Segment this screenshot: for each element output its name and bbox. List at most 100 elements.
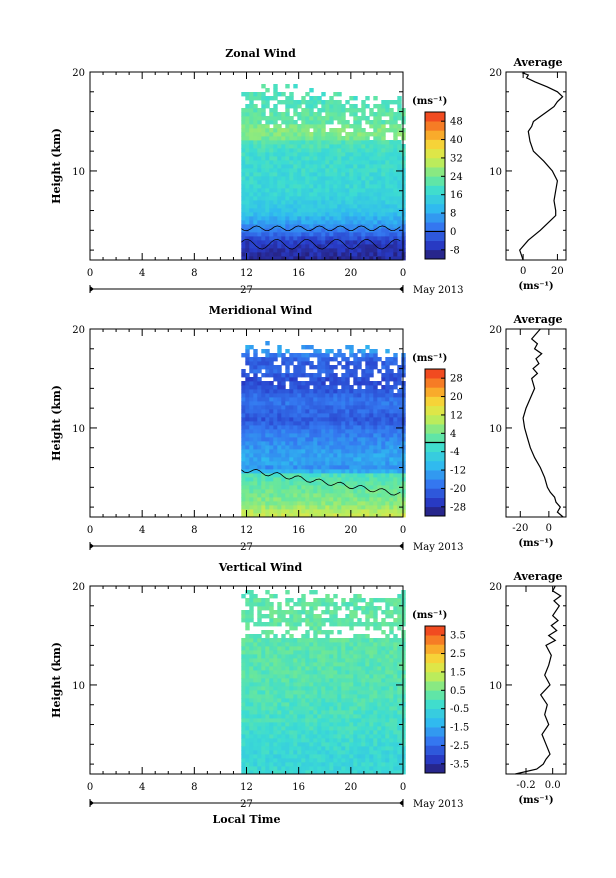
heatmap-cell <box>289 128 293 132</box>
heatmap-cell <box>333 602 337 606</box>
heatmap-cell <box>249 457 253 461</box>
heatmap-cell <box>369 373 373 377</box>
heatmap-cell <box>353 116 357 120</box>
heatmap-cell <box>269 485 273 489</box>
heatmap-cell <box>361 445 365 449</box>
heatmap-cell <box>293 678 297 682</box>
heatmap-cell <box>289 140 293 144</box>
heatmap-cell <box>305 497 309 501</box>
heatmap-cell <box>285 734 289 738</box>
heatmap-cell <box>337 180 341 184</box>
heatmap-cell <box>337 433 341 437</box>
heatmap-cell <box>281 453 285 457</box>
colorbar-band <box>425 470 445 479</box>
heatmap-cell <box>361 425 365 429</box>
heatmap-cell <box>313 409 317 413</box>
heatmap-cell <box>361 417 365 421</box>
heatmap-cell <box>313 413 317 417</box>
heatmap-cell <box>337 606 341 610</box>
heatmap-cell <box>397 469 401 473</box>
heatmap-cell <box>361 754 365 758</box>
heatmap-cell <box>257 718 261 722</box>
heatmap-cell <box>357 746 361 750</box>
heatmap-cell <box>341 437 345 441</box>
heatmap-cell <box>321 658 325 662</box>
heatmap-cell <box>305 742 309 746</box>
heatmap-cell <box>365 602 369 606</box>
heatmap-cell <box>385 501 389 505</box>
heatmap-cell <box>313 734 317 738</box>
heatmap-cell <box>277 678 281 682</box>
heatmap-cell <box>301 694 305 698</box>
heatmap-cell <box>289 666 293 670</box>
heatmap-cell <box>329 164 333 168</box>
heatmap-cell <box>333 694 337 698</box>
heatmap-cell <box>269 429 273 433</box>
heatmap-cell <box>261 212 265 216</box>
heatmap-cell <box>353 505 357 509</box>
heatmap-cell <box>373 429 377 433</box>
heatmap-cell <box>341 738 345 742</box>
heatmap-cell <box>357 196 361 200</box>
heatmap-cell <box>361 369 365 373</box>
heatmap-cell <box>245 738 249 742</box>
heatmap-cell <box>257 401 261 405</box>
heatmap-cell <box>281 654 285 658</box>
heatmap-cell <box>265 630 269 634</box>
heatmap-cell <box>393 116 397 120</box>
heatmap-cell <box>329 413 333 417</box>
heatmap-cell <box>269 365 273 369</box>
heatmap-cell <box>329 722 333 726</box>
heatmap-cell <box>349 212 353 216</box>
heatmap-cell <box>369 606 373 610</box>
heatmap-cell <box>297 385 301 389</box>
heatmap-cell <box>361 730 365 734</box>
heatmap-cell <box>289 698 293 702</box>
heatmap-cell <box>341 216 345 220</box>
heatmap-cell <box>273 674 277 678</box>
heatmap-cell <box>361 104 365 108</box>
heatmap-cell <box>349 489 353 493</box>
heatmap-cell <box>293 180 297 184</box>
heatmap-cell <box>249 726 253 730</box>
heatmap-cell <box>389 449 393 453</box>
heatmap-cell <box>305 160 309 164</box>
heatmap-cell <box>269 413 273 417</box>
heatmap-cell <box>257 212 261 216</box>
heatmap-cell <box>377 646 381 650</box>
heatmap-cell <box>361 706 365 710</box>
colorbar-band <box>425 195 445 204</box>
heatmap-cell <box>297 373 301 377</box>
colorbar-tick-label: -8 <box>450 245 460 256</box>
heatmap-cell <box>353 120 357 124</box>
heatmap-cell <box>273 401 277 405</box>
heatmap-cell <box>273 481 277 485</box>
heatmap-cell <box>245 188 249 192</box>
heatmap-cell <box>305 425 309 429</box>
heatmap-cell <box>321 212 325 216</box>
heatmap-cell <box>253 694 257 698</box>
heatmap-cell <box>357 128 361 132</box>
heatmap-cell <box>317 397 321 401</box>
heatmap-cell <box>361 164 365 168</box>
heatmap-cell <box>393 505 397 509</box>
heatmap-cell <box>241 682 245 686</box>
heatmap-cell <box>369 706 373 710</box>
heatmap-cell <box>357 212 361 216</box>
heatmap-cell <box>337 104 341 108</box>
heatmap-cell <box>261 417 265 421</box>
heatmap-cell <box>353 481 357 485</box>
heatmap-cell <box>277 489 281 493</box>
heatmap-cell <box>329 622 333 626</box>
heatmap-cell <box>337 136 341 140</box>
heatmap-cell <box>269 212 273 216</box>
heatmap-cell <box>269 449 273 453</box>
heatmap-cell <box>293 112 297 116</box>
heatmap-cell <box>373 642 377 646</box>
heatmap-cell <box>389 244 393 248</box>
colorbar-band <box>425 149 445 158</box>
heatmap-cell <box>297 650 301 654</box>
heatmap-cell <box>313 738 317 742</box>
heatmap-cell <box>265 397 269 401</box>
heatmap-cell <box>273 706 277 710</box>
